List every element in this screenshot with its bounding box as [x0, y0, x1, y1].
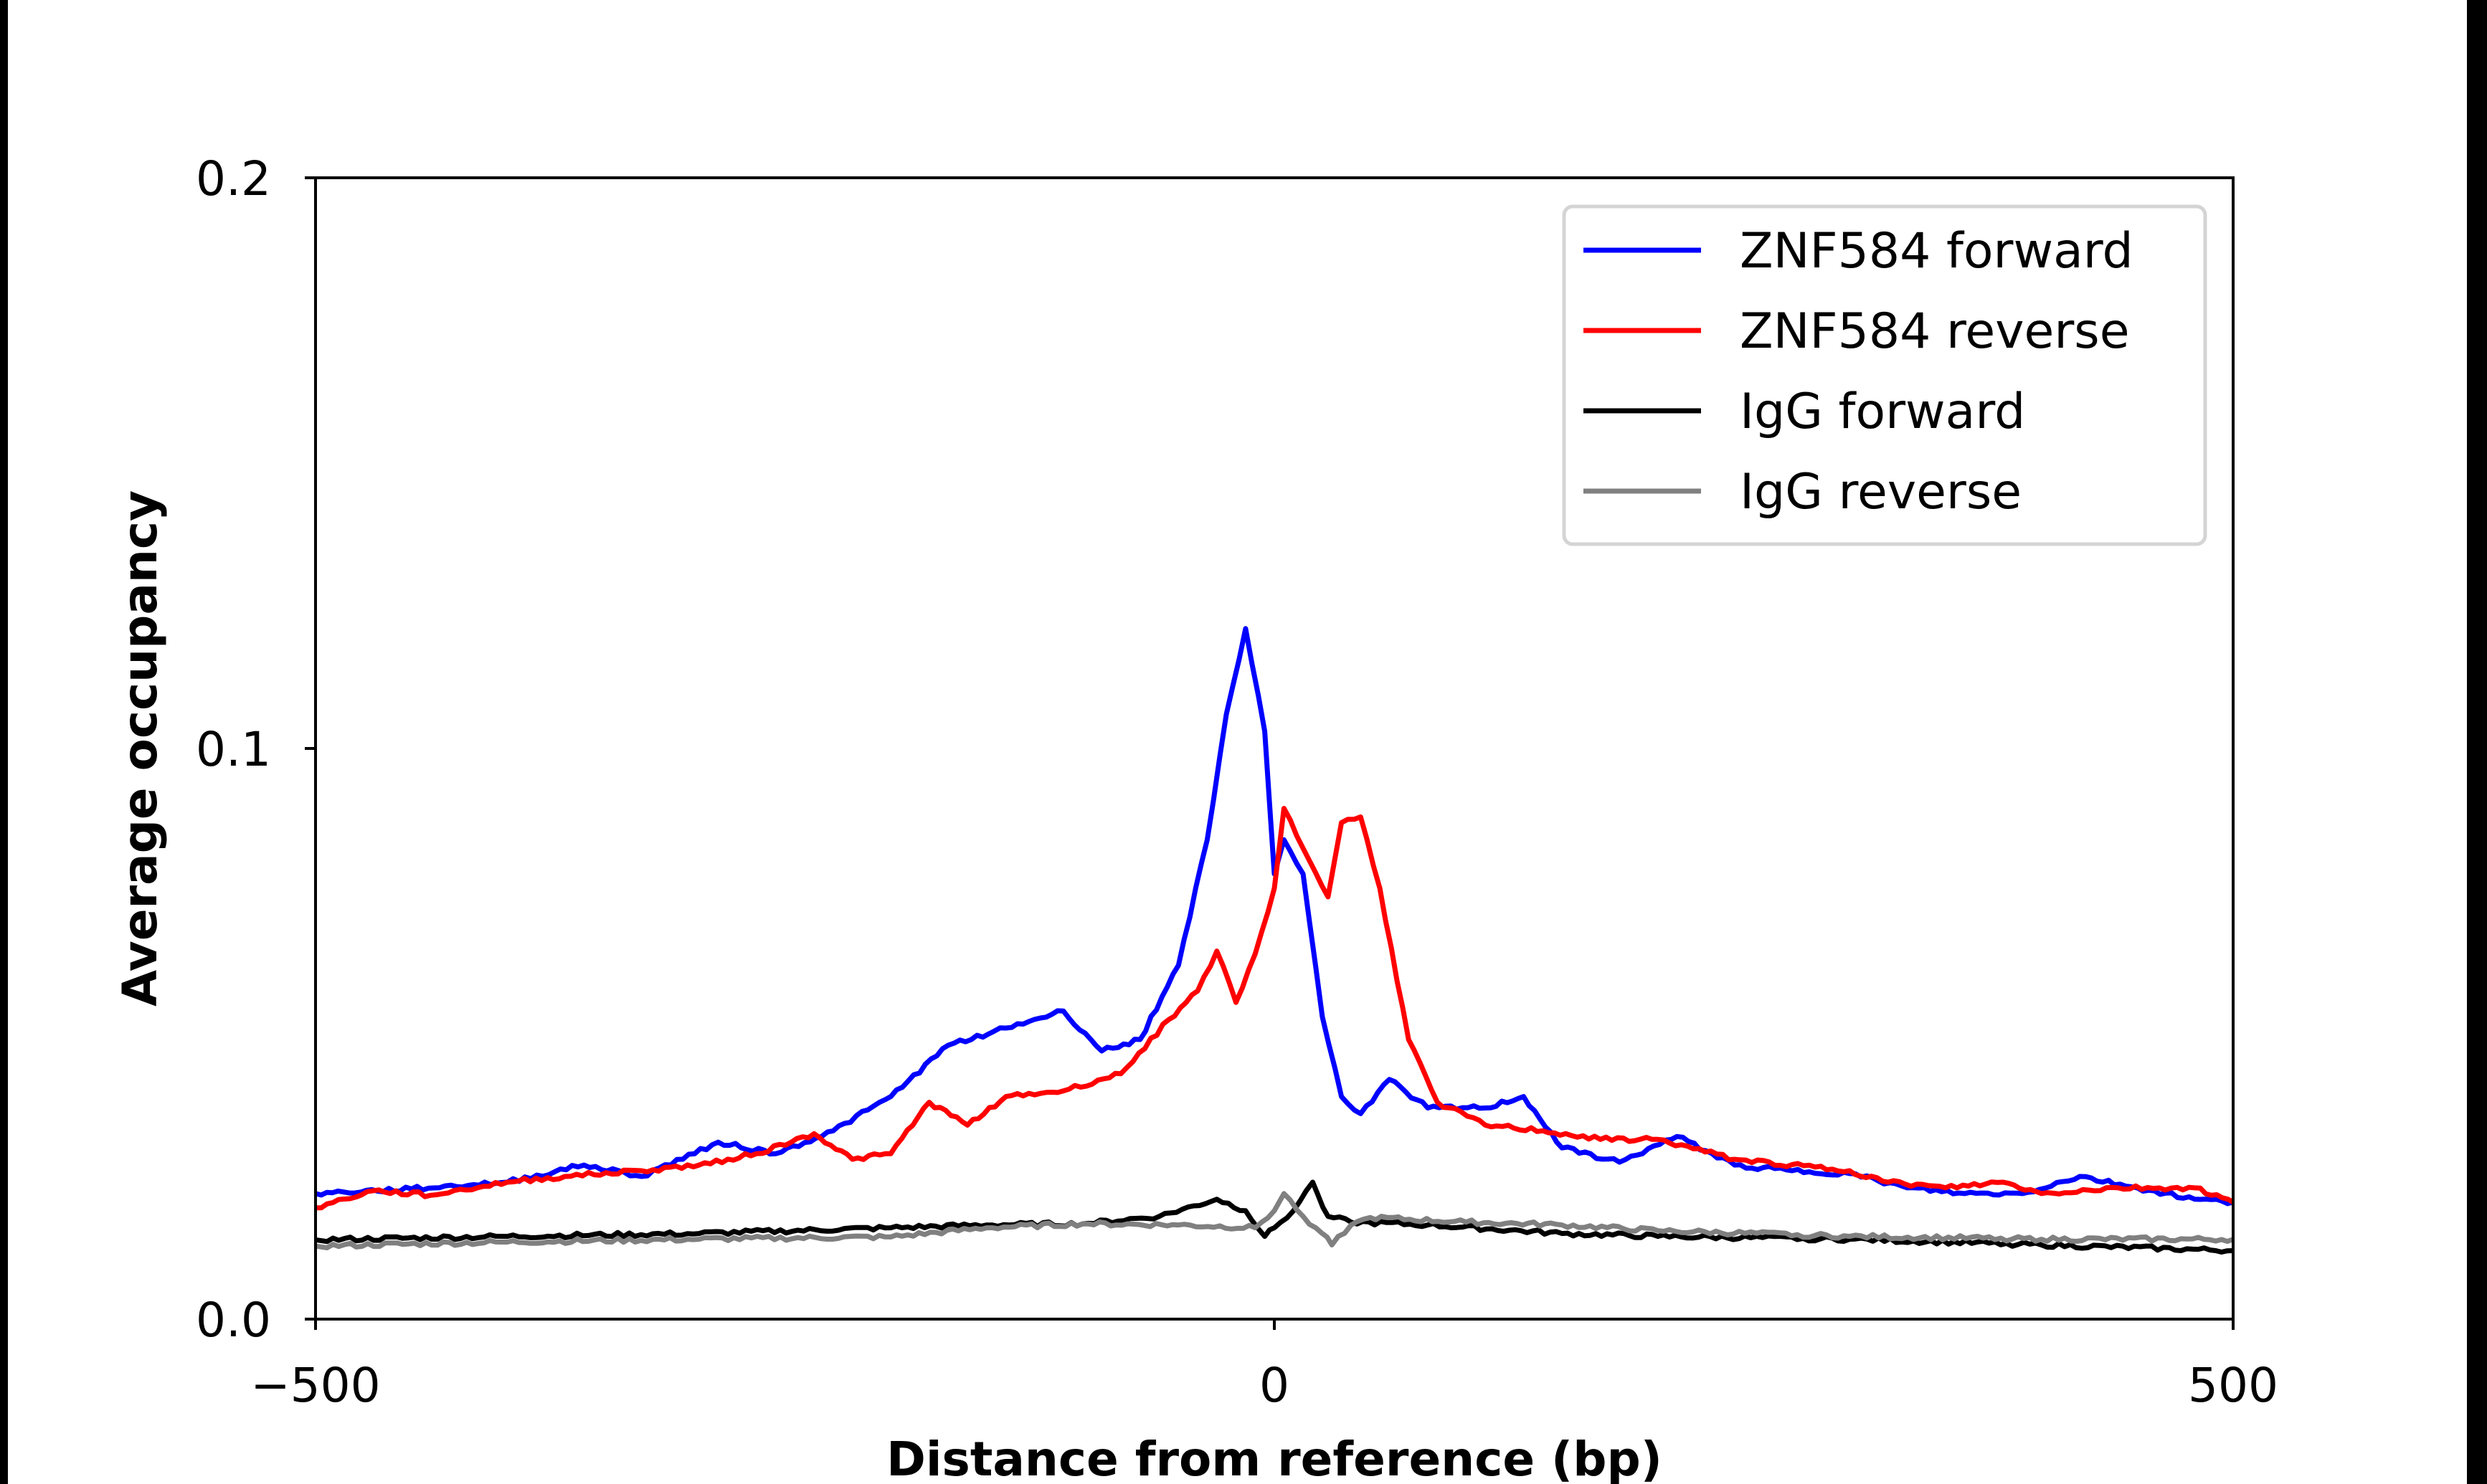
legend-label: ZNF584 reverse [1740, 303, 2130, 360]
series-line-znf584-reverse [316, 806, 2235, 1211]
x-tick-label: 500 [2188, 1358, 2278, 1413]
ticks-layer [305, 176, 2235, 1330]
series-line-igg-reverse [315, 1191, 2235, 1250]
legend-label: IgG forward [1740, 384, 2025, 440]
series-line-znf584-forward [315, 626, 2234, 1207]
x-tick-label: −500 [250, 1358, 380, 1413]
x-axis-label: Distance from reference (bp) [886, 1432, 1662, 1484]
x-tick-label: 0 [1259, 1358, 1289, 1413]
legend: ZNF584 forward ZNF584 reverse IgG forwar… [1562, 204, 2207, 546]
y-tick-label: 0.1 [196, 722, 271, 777]
right-border-bar [2467, 0, 2487, 1484]
legend-box [1562, 204, 2207, 546]
left-border-bar [0, 0, 8, 1484]
y-tick-label: 0.2 [196, 151, 271, 206]
y-axis-label: Average occupancy [113, 490, 168, 1007]
legend-label: ZNF584 forward [1740, 223, 2133, 280]
y-tick-label: 0.0 [196, 1293, 271, 1348]
legend-label: IgG reverse [1740, 464, 2022, 520]
series-layer [315, 626, 2235, 1255]
